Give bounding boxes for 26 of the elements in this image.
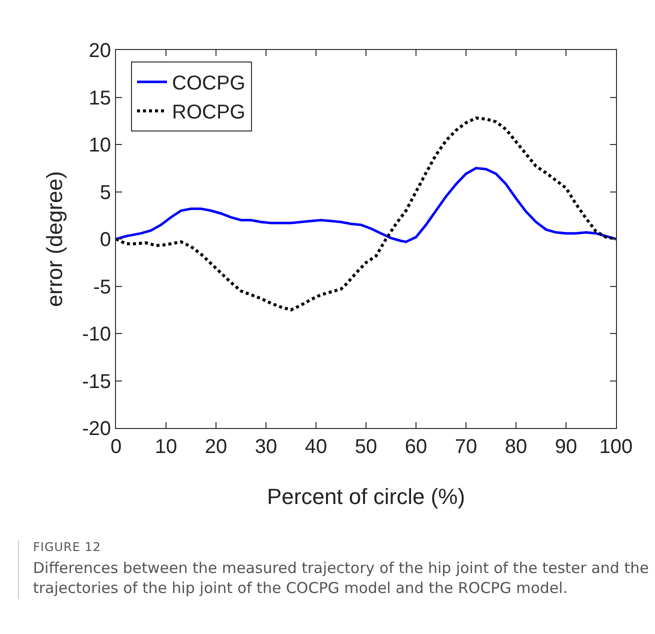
y-tick-label: -10 [82,324,111,346]
x-tick-label: 100 [599,436,633,458]
y-tick-label: -5 [93,276,111,298]
x-tick-label: 10 [154,436,178,458]
x-tick-label: 60 [404,436,428,458]
line-series [116,166,616,244]
text: Differences between the measured trajectory of the hip joint of the tester and the trajectories of the hip joint of the COCPG model and the ROCPG model. [33,558,650,598]
legend-label: ROCPG [172,102,246,124]
x-tick-label: 80 [504,436,528,458]
x-tick-label: 90 [554,436,578,458]
x-tick-label: 20 [204,436,228,458]
x-tick-label: 50 [354,436,378,458]
y-axis-title: error (degree) [42,171,67,307]
x-tick-label: 30 [254,436,278,458]
x-tick-label: 70 [454,436,478,458]
y-tick-label: -15 [82,370,111,393]
x-axis-title: Percent of circle (%) [266,484,466,509]
x-tick-label: 40 [304,436,328,458]
legend-label: COCPG [172,72,246,95]
y-tick-label: 0 [100,229,111,251]
y-tick-label: 10 [88,134,111,156]
y-tick-label: 15 [88,87,111,110]
y-tick-label: -20 [82,418,111,440]
y-tick-label: 20 [88,40,111,62]
y-tick-label: 5 [100,182,111,204]
caption: FIGURE 12 [33,540,102,554]
